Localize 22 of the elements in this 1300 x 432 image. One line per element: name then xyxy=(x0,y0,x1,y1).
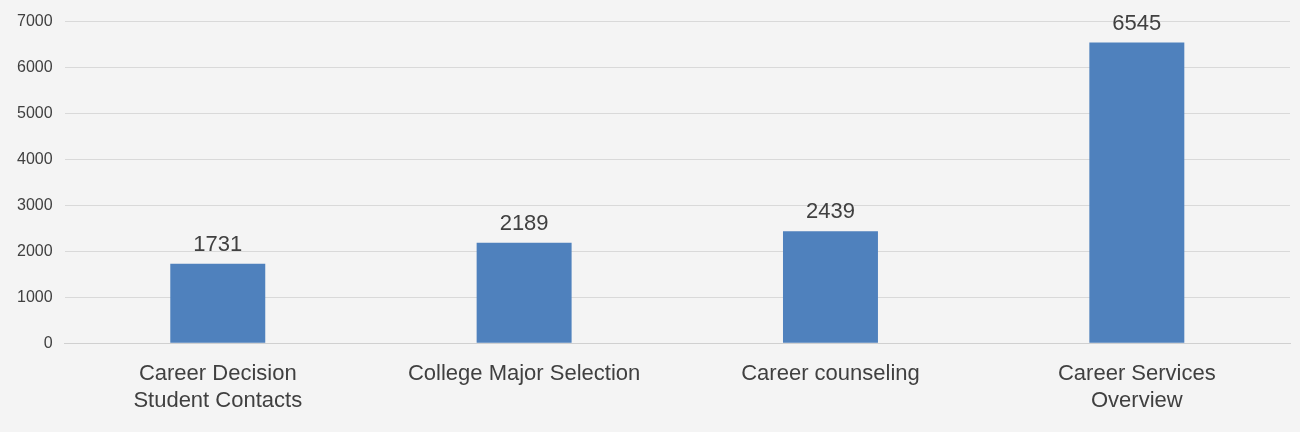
y-tick-label: 7000 xyxy=(17,12,53,30)
data-label: 2439 xyxy=(806,198,855,224)
bar xyxy=(1089,42,1185,343)
y-tick-label: 5000 xyxy=(17,103,53,121)
x-tick-label: Career counseling xyxy=(741,360,920,386)
x-tick-label: College Major Selection xyxy=(407,360,641,386)
data-label: 2189 xyxy=(499,209,549,235)
y-tick-label: 4000 xyxy=(17,149,53,167)
y-tick-label: 0 xyxy=(43,333,53,351)
bar xyxy=(476,242,572,343)
bar xyxy=(170,263,266,343)
y-tick-label: 2000 xyxy=(17,241,53,259)
category-label: Career Services xyxy=(1057,360,1216,386)
data-label: 6545 xyxy=(1112,9,1162,35)
y-tick-label: 1000 xyxy=(17,287,53,305)
category-label: Overview xyxy=(1090,386,1183,412)
y-tick-label: 3000 xyxy=(17,195,53,213)
category-label: Student Contacts xyxy=(133,386,303,412)
category-label: Career Decision xyxy=(138,360,297,386)
data-label: 1731 xyxy=(193,230,243,256)
bar xyxy=(782,231,878,343)
y-tick-label: 6000 xyxy=(17,57,53,75)
